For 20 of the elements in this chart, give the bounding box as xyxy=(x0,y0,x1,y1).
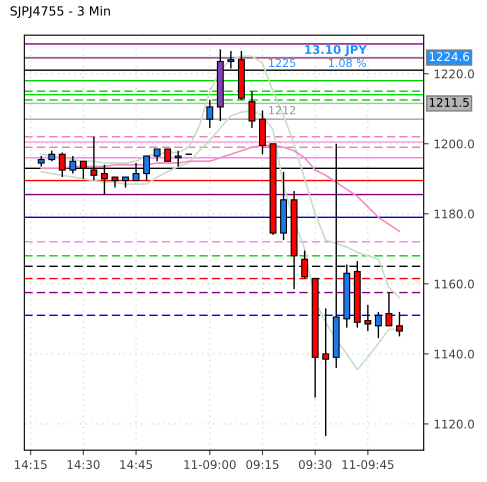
ref-line-label: 1211.5 xyxy=(430,98,469,107)
x-tick-label: 09:30 xyxy=(298,460,332,470)
y-tick-label: 1160.0 xyxy=(434,280,474,288)
annotation: 1225 xyxy=(269,58,296,68)
annotation: 1212 xyxy=(269,106,296,114)
annotation: 13.10 JPY xyxy=(305,45,368,56)
x-tick-label: 11-09:45 xyxy=(342,460,394,470)
y-tick-label: 1200.0 xyxy=(434,139,474,148)
chart-title: SJPJ4755 - 3 Min xyxy=(10,6,110,18)
y-tick-label: 1120.0 xyxy=(434,420,474,429)
x-tick-label: 14:15 xyxy=(14,460,47,470)
x-tick-label: 09:15 xyxy=(246,460,278,470)
x-tick-label: 14:30 xyxy=(68,460,100,470)
x-tick-label: 14:45 xyxy=(120,460,152,470)
y-tick-label: 1180.0 xyxy=(434,210,474,218)
y-tick-label: 1140.0 xyxy=(434,350,474,359)
ref-line-label: 1224.6 xyxy=(430,52,470,62)
annotation: 1.08 % xyxy=(329,58,366,68)
y-tick-label: 1220.0 xyxy=(434,69,474,78)
x-tick-label: 11-09:00 xyxy=(184,460,236,470)
